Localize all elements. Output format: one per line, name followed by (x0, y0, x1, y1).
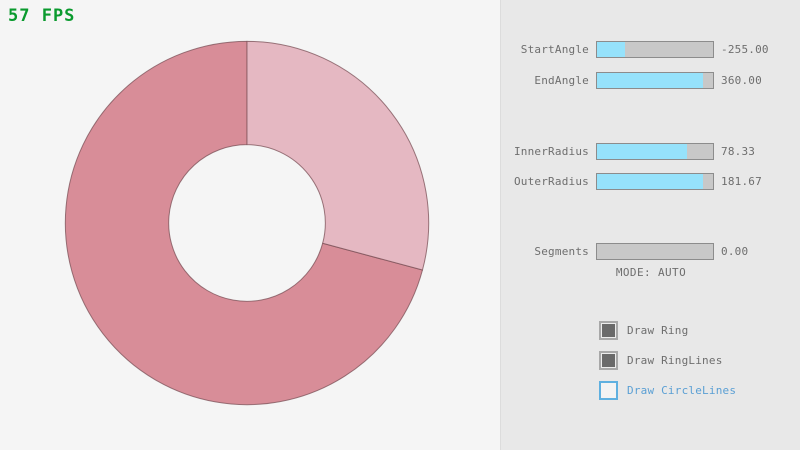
slider-value-inner-radius: 78.33 (721, 145, 756, 158)
slider-label-start-angle: StartAngle (520, 43, 589, 56)
checkbox-label-draw-ringlines: Draw RingLines (627, 353, 723, 367)
slider-fill-inner-radius (597, 144, 688, 159)
checkbox-label-draw-circlelines: Draw CircleLines (627, 383, 737, 397)
checkbox-row-draw-ring[interactable]: Draw Ring (599, 320, 688, 340)
checkbox-draw-ring[interactable] (599, 320, 618, 340)
slider-value-end-angle: 360.00 (721, 74, 762, 87)
slider-value-segments: 0.00 (721, 245, 749, 258)
slider-value-outer-radius: 181.67 (721, 175, 762, 188)
ring-segment-2 (246, 40, 430, 271)
checkbox-label-draw-ring: Draw Ring (627, 323, 689, 337)
slider-row-end-angle: EndAngle 360.00 (501, 71, 800, 90)
slider-value-start-angle: -255.00 (721, 43, 769, 56)
slider-label-inner-radius: InnerRadius (513, 145, 589, 158)
donut-ring-chart (64, 40, 430, 406)
fps-counter: 57 FPS (8, 6, 76, 26)
slider-row-outer-radius: OuterRadius 181.67 (501, 172, 800, 191)
slider-inner-radius[interactable] (596, 143, 714, 160)
render-canvas[interactable]: 57 FPS (0, 0, 500, 450)
control-panel: StartAngle -255.00 EndAngle 360.00 InnerRadi… (500, 0, 800, 450)
mode-label: MODE: AUTO (615, 266, 687, 279)
slider-start-angle[interactable] (596, 41, 714, 58)
slider-fill-outer-radius (597, 174, 703, 189)
slider-fill-start-angle (597, 42, 625, 57)
checkbox-row-draw-ringlines[interactable]: Draw RingLines (599, 350, 723, 370)
slider-segments[interactable] (596, 243, 714, 260)
checkbox-row-draw-circlelines[interactable]: Draw CircleLines (599, 380, 736, 400)
slider-label-segments: Segments (534, 245, 589, 258)
slider-row-segments: Segments 0.00 (501, 242, 800, 261)
slider-row-start-angle: StartAngle -255.00 (501, 40, 800, 59)
checkbox-draw-ringlines[interactable] (599, 350, 618, 370)
slider-label-end-angle: EndAngle (534, 74, 589, 87)
ring-segment-1 (64, 40, 424, 406)
checkbox-draw-circlelines[interactable] (599, 380, 618, 400)
slider-row-inner-radius: InnerRadius 78.33 (501, 142, 800, 161)
slider-label-outer-radius: OuterRadius (513, 175, 589, 188)
slider-fill-end-angle (597, 73, 703, 88)
slider-end-angle[interactable] (596, 72, 714, 89)
slider-outer-radius[interactable] (596, 173, 714, 190)
